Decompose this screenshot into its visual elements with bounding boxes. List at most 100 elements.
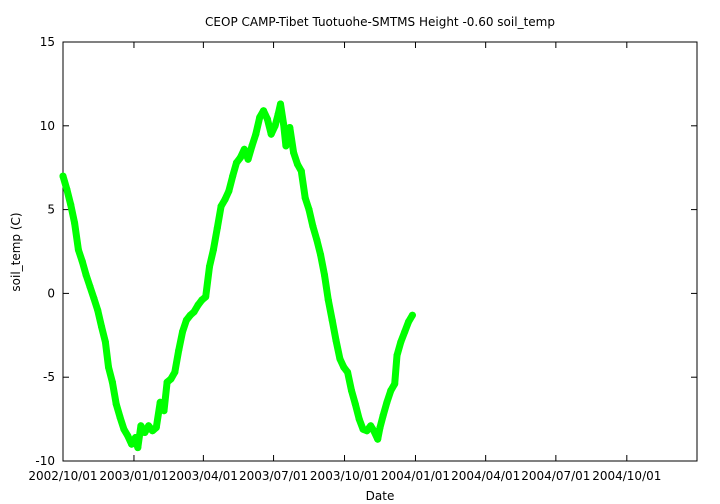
data-point — [160, 407, 168, 415]
data-point — [67, 201, 75, 209]
y-tick-label: -10 — [35, 454, 55, 468]
data-point — [105, 363, 112, 371]
x-tick-label: 2003/07/01 — [239, 469, 308, 483]
data-point — [376, 424, 384, 431]
data-point — [175, 346, 183, 354]
data-point — [328, 316, 336, 324]
data-point — [387, 387, 395, 395]
data-point — [263, 115, 271, 123]
data-point — [182, 316, 190, 324]
x-tick-label: 2004/10/01 — [592, 469, 661, 483]
data-point — [132, 434, 139, 441]
x-tick-label: 2004/07/01 — [521, 469, 590, 483]
data-point — [229, 172, 237, 180]
data-point — [267, 130, 275, 138]
data-point — [120, 425, 128, 433]
data-point — [408, 311, 416, 319]
data-point — [90, 294, 98, 302]
data-point — [405, 318, 412, 326]
data-point — [374, 435, 382, 443]
data-point — [309, 222, 317, 230]
data-point — [297, 167, 305, 175]
data-point — [78, 258, 86, 266]
data-point — [286, 124, 294, 131]
plot-frame — [62, 41, 698, 462]
data-point — [221, 196, 229, 203]
data-point — [294, 160, 301, 168]
data-point — [156, 398, 164, 406]
data-point — [336, 355, 344, 363]
data-point — [202, 293, 210, 301]
data-point — [209, 246, 217, 254]
data-point — [313, 236, 321, 244]
data-point — [271, 122, 279, 130]
data-point — [367, 422, 375, 430]
x-axis-ticks: 2002/10/01 2003/01/01 2003/04/01 2003/07/01… — [28, 42, 661, 483]
data-point — [171, 368, 179, 376]
data-point — [141, 429, 149, 436]
data-point — [301, 194, 309, 202]
data-point — [391, 380, 399, 388]
data-point — [351, 400, 359, 408]
data-point — [383, 398, 391, 406]
data-point — [59, 172, 67, 180]
data-point — [282, 142, 290, 150]
data-point — [248, 142, 256, 150]
data-point — [236, 154, 244, 162]
data-point — [274, 110, 282, 118]
data-point — [240, 145, 248, 153]
data-point — [317, 251, 325, 259]
data-point — [370, 427, 378, 435]
y-tick-label: 15 — [40, 35, 55, 49]
data-point — [340, 363, 348, 371]
data-point — [321, 271, 328, 279]
data-point — [194, 301, 202, 309]
data-point — [256, 113, 264, 121]
data-point — [179, 328, 186, 336]
data-point — [397, 338, 405, 346]
data-point — [260, 107, 267, 115]
x-tick-label: 2003/01/01 — [99, 469, 168, 483]
data-point — [401, 328, 409, 336]
data-point — [355, 415, 363, 423]
data-point — [108, 378, 116, 386]
y-tick-label: -5 — [43, 370, 55, 384]
y-axis-label: soil_temp (C) — [9, 212, 23, 291]
data-point — [280, 120, 288, 128]
y-tick-label: 5 — [47, 203, 55, 217]
data-point — [190, 308, 198, 316]
data-point — [206, 263, 213, 271]
data-point — [116, 413, 124, 421]
data-point — [152, 424, 160, 431]
data-point — [225, 187, 233, 195]
data-point — [98, 323, 106, 331]
data-point — [290, 149, 298, 157]
data-point — [277, 100, 284, 108]
data-point — [167, 375, 175, 383]
data-point — [112, 400, 120, 408]
data-point — [244, 155, 252, 163]
y-tick-label: 10 — [40, 119, 55, 133]
data-point — [217, 202, 225, 210]
y-tick-label: 0 — [47, 286, 55, 300]
chart-title: CEOP CAMP-Tibet Tuotuohe-SMTMS Height -0… — [205, 15, 555, 29]
x-axis-label: Date — [366, 489, 395, 503]
data-point — [213, 224, 221, 232]
data-point — [63, 186, 71, 193]
series-layer — [59, 100, 416, 452]
x-tick-label: 2003/10/01 — [310, 469, 379, 483]
data-point — [324, 296, 332, 304]
data-point — [252, 130, 260, 138]
data-point — [71, 219, 79, 227]
data-point — [348, 387, 355, 395]
data-point — [145, 422, 153, 430]
data-point — [74, 246, 82, 254]
data-point — [305, 206, 313, 214]
x-tick-label: 2002/10/01 — [28, 469, 97, 483]
data-point — [94, 306, 102, 314]
x-tick-label: 2003/04/01 — [169, 469, 238, 483]
data-point — [332, 336, 340, 344]
y-axis-ticks: 15 10 5 0 -5 -10 — [35, 35, 697, 468]
data-point — [128, 440, 136, 448]
